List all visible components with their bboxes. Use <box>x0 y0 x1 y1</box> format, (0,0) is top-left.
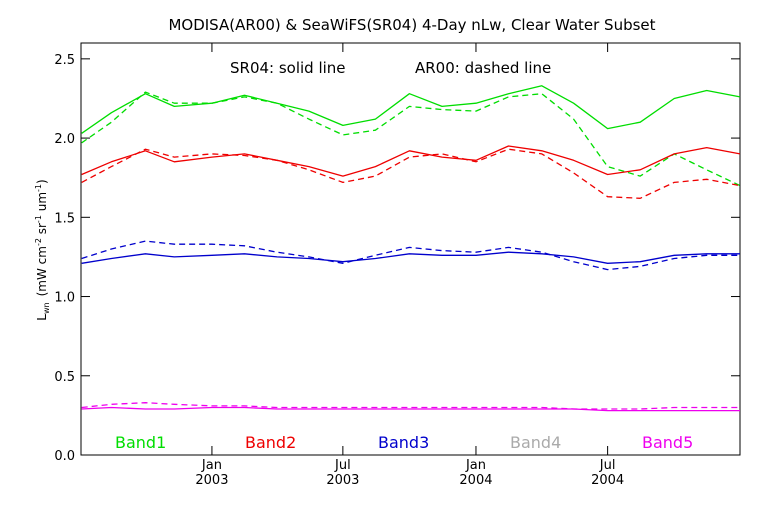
legend-band1: Band1 <box>115 433 166 452</box>
legend: Band1 Band2 Band3 Band4 Band5 <box>115 433 693 452</box>
y-axis-label: Lwn(mW cm-2 sr-1 um-1) <box>34 179 51 320</box>
series-band5-dashed <box>81 402 740 410</box>
legend-band5: Band5 <box>642 433 693 452</box>
x-tick-month: Jul <box>599 458 616 473</box>
x-tick-year: 2004 <box>459 473 492 488</box>
x-tick-month: Jul <box>334 458 351 473</box>
legend-band2: Band2 <box>245 433 296 452</box>
y-tick-label: 2.0 <box>54 132 75 147</box>
series-band3-solid <box>81 251 740 264</box>
legend-band3: Band3 <box>378 433 429 452</box>
x-tick-month: Jan <box>201 458 222 473</box>
series-band2-dashed <box>81 148 741 199</box>
x-tick-year: 2003 <box>195 473 228 488</box>
x-tick-year: 2004 <box>591 473 624 488</box>
solid-line-annotation: SR04: solid line <box>230 59 346 77</box>
series-band2-solid <box>81 145 741 177</box>
y-tick-label: 1.0 <box>54 291 75 306</box>
dashed-line-annotation: AR00: dashed line <box>415 59 551 77</box>
y-axis: 0.0 0.5 1.0 1.5 2.0 2.5 <box>54 53 740 464</box>
series-lines <box>81 85 741 412</box>
legend-band4: Band4 <box>510 433 561 452</box>
series-band3-dashed <box>81 240 740 271</box>
series-band1-dashed <box>81 91 741 187</box>
y-tick-label: 1.5 <box>54 211 75 226</box>
y-tick-label: 0.5 <box>54 370 75 385</box>
series-band5-solid <box>81 406 740 412</box>
y-tick-label: 2.5 <box>54 53 75 68</box>
series-band1-solid <box>81 85 741 134</box>
chart-title: MODISA(AR00) & SeaWiFS(SR04) 4-Day nLw, … <box>168 16 655 34</box>
plot-frame <box>80 42 741 456</box>
x-tick-year: 2003 <box>326 473 359 488</box>
x-tick-month: Jan <box>465 458 486 473</box>
y-tick-label: 0.0 <box>54 449 75 464</box>
